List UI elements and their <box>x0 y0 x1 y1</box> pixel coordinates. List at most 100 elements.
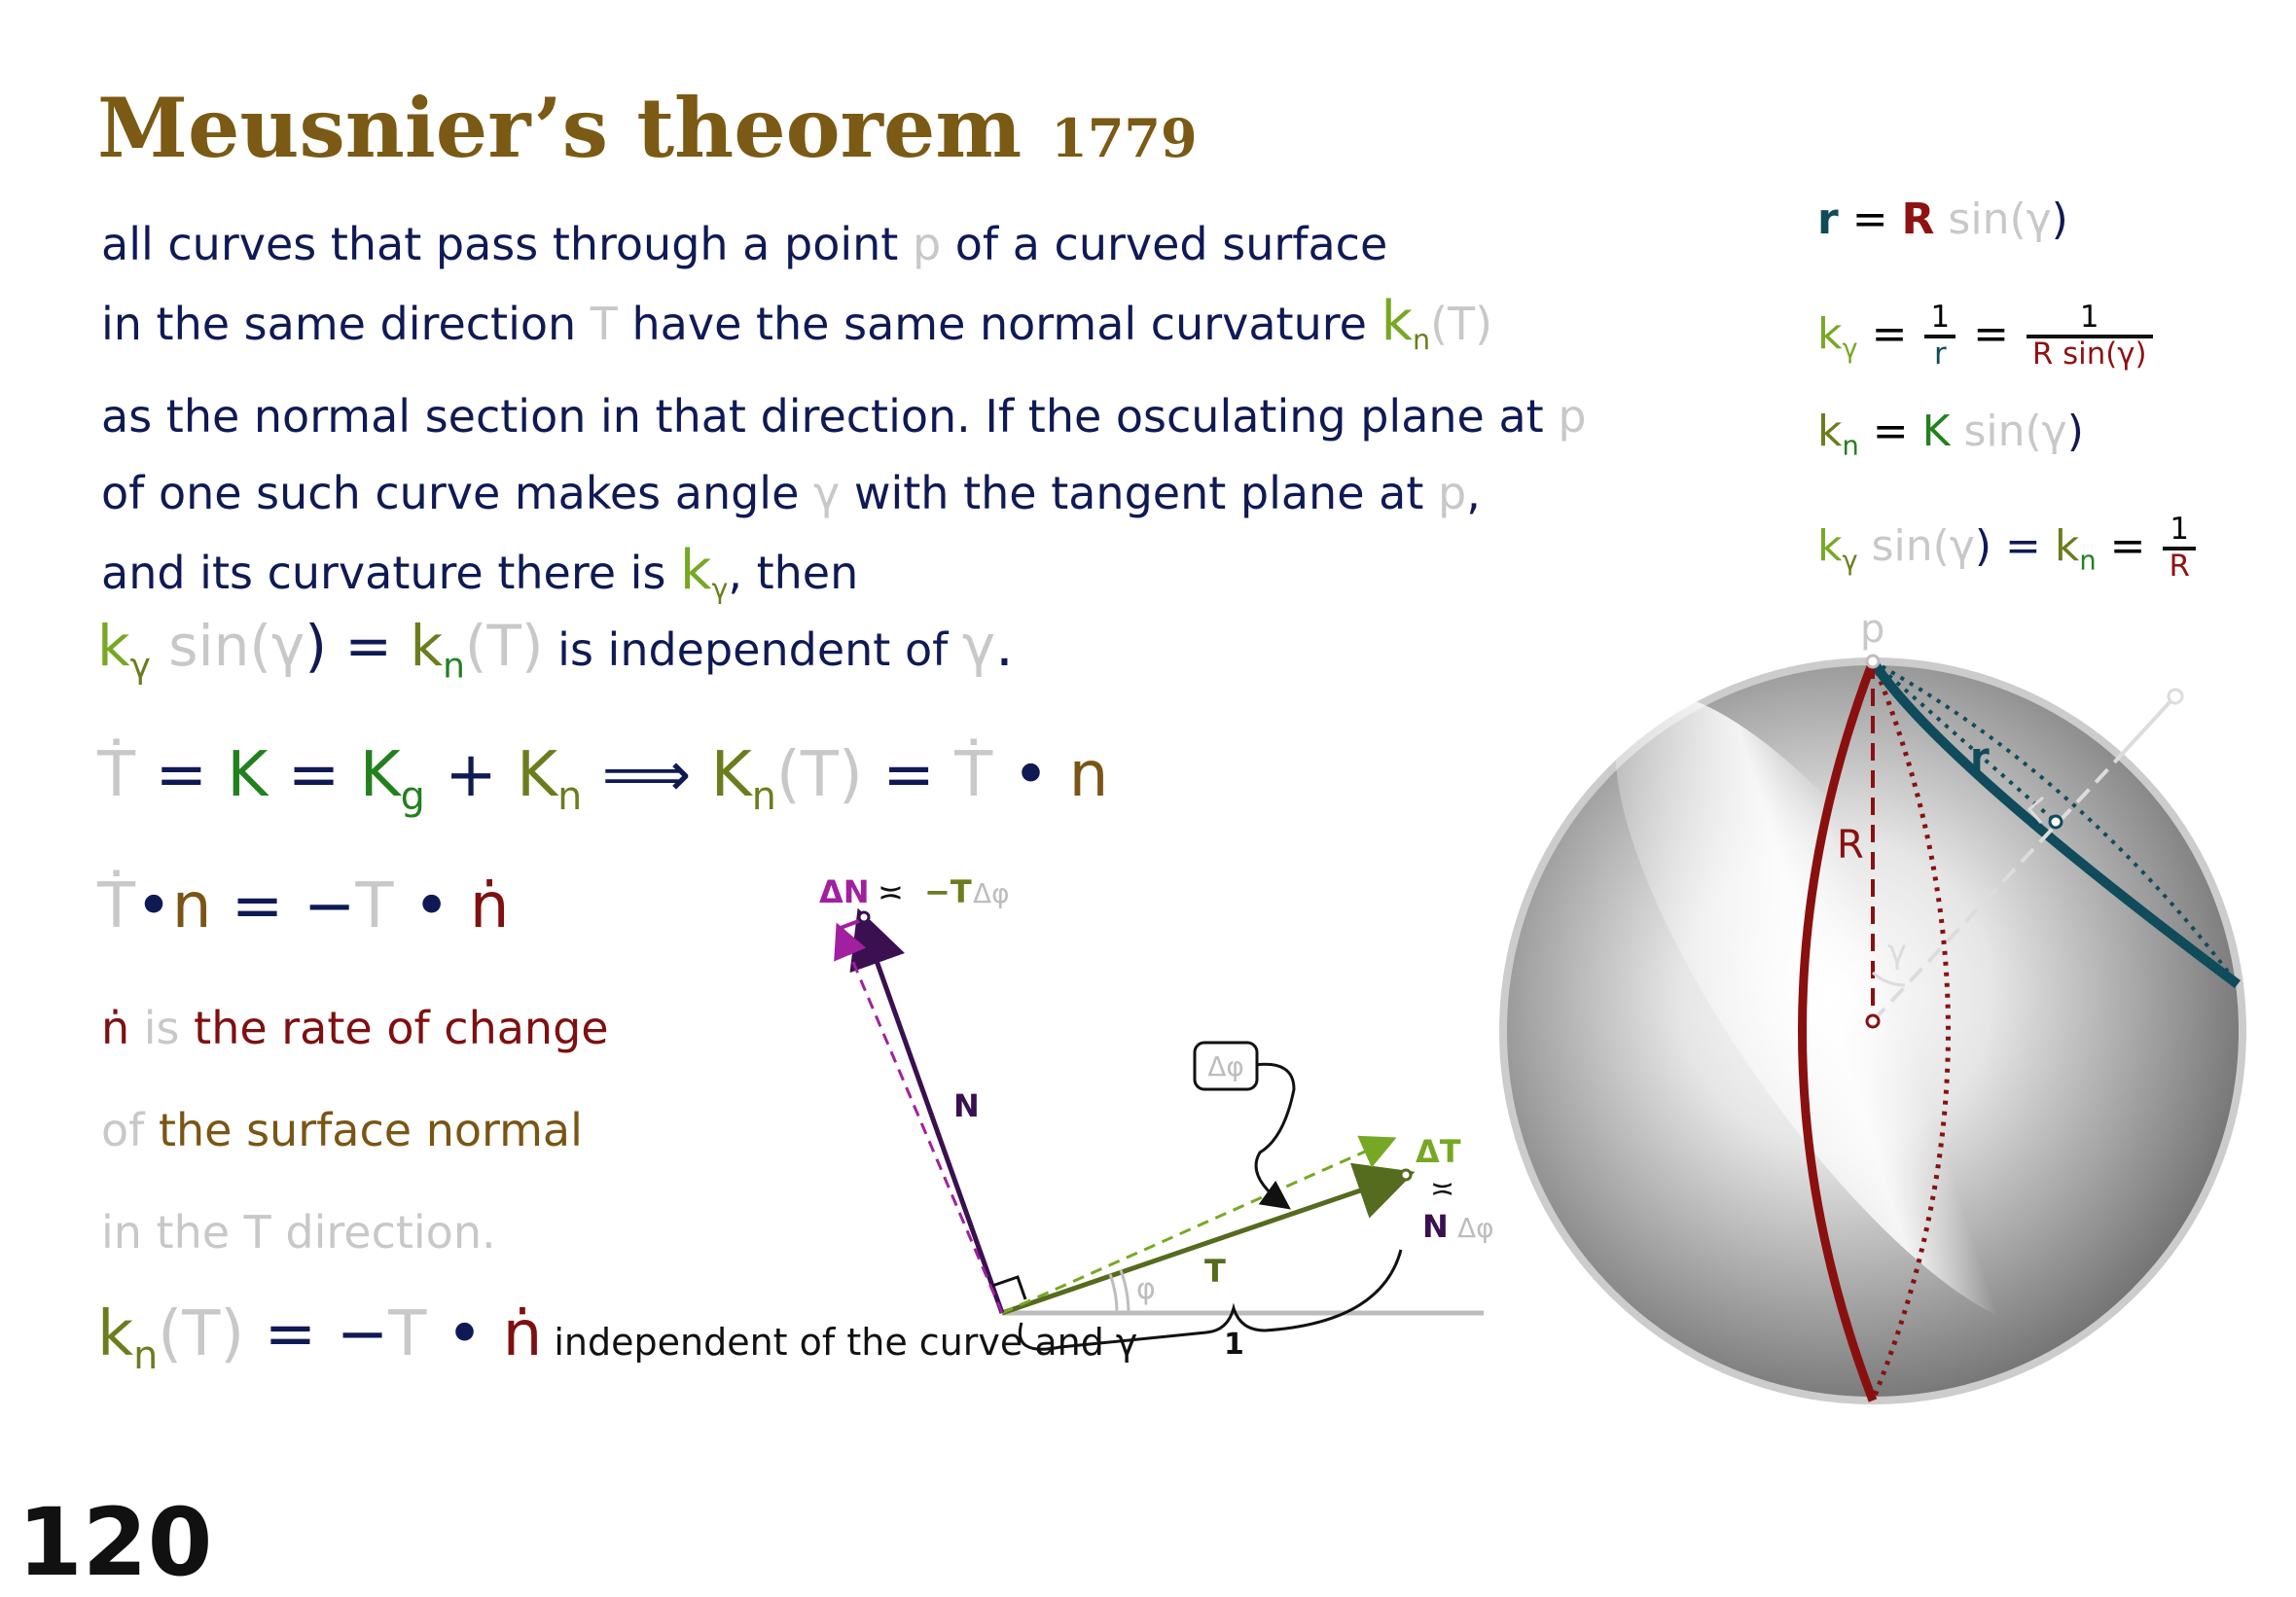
curvature-Kn: K <box>517 739 558 811</box>
subscript-n: n <box>133 1332 159 1378</box>
n-dot: ṅ <box>469 870 510 942</box>
statement-line-2: in the same direction T have the same no… <box>101 283 1587 378</box>
N-label-2: N <box>1422 1208 1449 1245</box>
subscript-gamma: γ <box>711 572 729 605</box>
text: of one such curve makes angle <box>101 466 814 519</box>
phi-label: φ <box>1136 1272 1156 1306</box>
subscript-n: n <box>1413 323 1431 356</box>
symbol-k: k <box>1381 290 1414 353</box>
sin: sin( <box>1934 195 2027 244</box>
formula-k-n: kn = K sin(γ) <box>1817 407 2084 462</box>
brace <box>1019 1249 1403 1351</box>
K: K <box>1921 407 1951 456</box>
dphi-box <box>1193 1041 1259 1091</box>
N-vector <box>849 907 1005 1314</box>
equation-independent: kγ sin(γ) = kn(T) is independent of γ. <box>97 613 1014 687</box>
text: in the same direction <box>101 298 591 350</box>
text: with the tangent plane at <box>840 466 1438 519</box>
N-tip <box>857 910 871 924</box>
n-dot: ṅ <box>101 1002 130 1054</box>
dot-product: • <box>135 870 172 942</box>
sin: sin( <box>1950 407 2042 456</box>
statement-line-1: all curves that pass through a point p o… <box>101 206 1587 283</box>
equals: ) = <box>1974 520 2055 571</box>
T-vector <box>1001 1162 1416 1316</box>
subscript-g: g <box>400 773 425 819</box>
numerator: 1 <box>2163 513 2196 550</box>
r-label: r <box>1970 735 1990 780</box>
text: is independent of <box>543 623 962 676</box>
axis-line <box>1871 759 2118 1023</box>
dT-label: ΔT <box>1416 1133 1461 1170</box>
equation-tdot-n: Ṫ•n = −T • ṅ <box>97 870 509 942</box>
equals-minus: = − <box>244 1298 389 1370</box>
dot-product: • <box>992 739 1069 811</box>
R: R <box>1901 195 1935 244</box>
equation-final: kn(T) = −T • ṅ independent of the curve … <box>97 1298 1137 1378</box>
sphere-highlight <box>1615 693 2092 1330</box>
dphi-label: Δφ <box>973 877 1010 909</box>
text: is <box>129 1002 195 1054</box>
T-label: T <box>1204 1253 1226 1290</box>
normal-n: n <box>1068 739 1109 811</box>
equals: = <box>135 739 228 811</box>
approx-symbol: ≍ <box>878 873 904 910</box>
phi-arc <box>1119 1269 1130 1314</box>
arg-T: (T) <box>464 613 544 679</box>
curvature-kn: k <box>97 1298 134 1370</box>
equals-minus: = − <box>211 870 356 942</box>
T: T <box>388 1298 427 1370</box>
equals: = <box>1857 308 1921 359</box>
subscript-n: n <box>2079 546 2097 577</box>
k: k <box>1817 407 1843 456</box>
explain-line-3: in the T direction. <box>101 1206 496 1259</box>
text: and its curvature there is <box>101 546 681 599</box>
symbol-k: k <box>680 538 712 602</box>
point-p: p <box>1558 389 1587 443</box>
gamma: γ <box>1949 520 1975 571</box>
page-number: 120 <box>18 1488 213 1597</box>
curvature-K: K <box>227 739 269 811</box>
gamma: γ <box>961 613 996 679</box>
equals: = <box>1838 195 1902 244</box>
statement-line-5: and its curvature there is kγ, then <box>101 532 1587 627</box>
p-label: p <box>1860 607 1884 652</box>
equation-tdot: Ṫ = K = Kg + Kn ⟹ Kn(T) = Ṫ • n <box>97 739 1108 819</box>
equals: = <box>268 739 360 811</box>
theorem-statement: all curves that pass through a point p o… <box>101 206 1587 627</box>
gamma-label: γ <box>1887 933 1907 972</box>
angle-gamma: γ <box>813 466 841 519</box>
T-plus-dT-vector <box>1001 1135 1397 1315</box>
text: the surface normal <box>158 1104 583 1156</box>
text: of <box>101 1104 159 1156</box>
subscript-n: n <box>751 773 776 819</box>
callout-arrow <box>1254 1062 1296 1210</box>
axis-extension <box>2114 698 2173 763</box>
k: k <box>1817 520 1843 571</box>
subscript-n: n <box>443 646 465 687</box>
denominator: r <box>1933 336 1947 372</box>
text: have the same normal curvature <box>617 298 1381 350</box>
dot-product: • <box>393 870 470 942</box>
point-p <box>1865 654 1881 669</box>
point-p: p <box>912 218 942 270</box>
direction-T: T <box>590 298 618 350</box>
T-dot: Ṫ <box>97 870 136 942</box>
minus-T-label: −T <box>924 873 972 910</box>
right-angle-marker <box>2027 796 2044 824</box>
text: as the normal section in that direction.… <box>101 389 1559 443</box>
subscript-gamma: γ <box>129 646 151 687</box>
center-sphere <box>1865 1013 1881 1029</box>
gamma: γ <box>1115 1321 1138 1364</box>
n-dot: ṅ <box>502 1298 543 1370</box>
sphere-diagram: p r R γ <box>1499 607 2246 1404</box>
T-dot: Ṫ <box>97 739 136 811</box>
paren: ) <box>2066 407 2084 456</box>
title-year: 1779 <box>1051 107 1198 169</box>
small-circle-front <box>1868 658 2241 989</box>
dN-label: ΔN <box>819 873 870 910</box>
paren: ) <box>2051 195 2068 244</box>
great-circle-front <box>1798 659 1878 1402</box>
